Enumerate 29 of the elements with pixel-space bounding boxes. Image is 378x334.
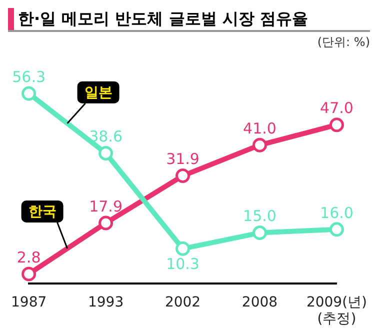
x-tick-label: 2008 (242, 294, 278, 310)
data-label: 41.0 (243, 119, 276, 138)
text: 일본 (84, 84, 112, 101)
point (98, 146, 114, 160)
point (329, 118, 344, 132)
x-tick-label: 2002 (164, 294, 201, 310)
data-label: 17.9 (89, 197, 122, 216)
point (329, 222, 344, 237)
data-label: 10.3 (166, 255, 200, 274)
point (98, 216, 114, 230)
x-tick-label: 1993 (88, 294, 124, 310)
point (252, 226, 267, 240)
data-label: 38.6 (89, 128, 122, 146)
text: 한국 (28, 204, 56, 220)
data-label: 16.0 (320, 204, 354, 222)
chart-title: 한·일 메모리 반도체 글로벌 시장 점유율 (18, 8, 308, 30)
data-label: 56.3 (12, 68, 46, 86)
text: (단위: %) (316, 34, 370, 51)
data-label: 15.0 (243, 207, 276, 226)
x-tick-label: 1987 (10, 294, 47, 310)
data-label: 31.9 (166, 150, 200, 168)
point (22, 86, 36, 101)
point (176, 168, 190, 184)
point (252, 138, 267, 152)
data-label: 2.8 (16, 248, 41, 266)
data-label: 47.0 (320, 99, 354, 118)
point (176, 241, 190, 256)
point (22, 266, 36, 282)
x-tick-label: 2009(년) (추정) (306, 294, 368, 328)
